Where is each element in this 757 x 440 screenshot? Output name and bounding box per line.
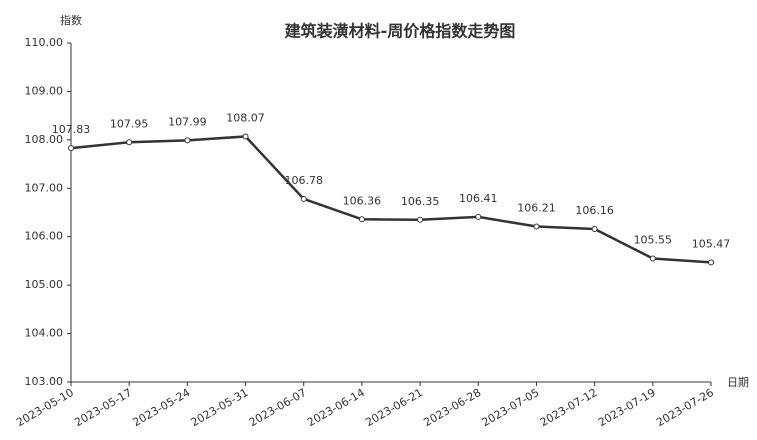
point [708, 259, 714, 266]
x-tick-label: 2023-05-31 [189, 386, 251, 429]
x-tick-label: 2023-06-14 [305, 386, 367, 429]
data-label: 107.99 [168, 115, 207, 128]
y-axis-label: 指数 [60, 13, 82, 27]
point [649, 255, 656, 262]
point [184, 137, 191, 144]
x-tick-label: 2023-07-19 [596, 386, 658, 429]
x-tick-label: 2023-06-21 [363, 386, 425, 429]
x-tick-label: 2023-06-28 [421, 386, 483, 429]
point [533, 223, 540, 230]
x-axis-label: 日期 [727, 376, 749, 389]
x-tick-label: 2023-07-05 [480, 386, 542, 429]
point [358, 216, 365, 223]
y-tick-label: 110.00 [25, 36, 64, 49]
data-label: 106.16 [575, 204, 614, 217]
data-label: 106.78 [284, 174, 323, 187]
y-tick-label: 107.00 [25, 181, 64, 194]
y-tick-label: 103.00 [25, 375, 64, 388]
x-tick-label: 2023-05-10 [14, 386, 76, 429]
data-label: 106.35 [401, 195, 440, 208]
data-label: 107.95 [110, 117, 149, 130]
data-label: 105.47 [692, 237, 731, 250]
point [417, 216, 424, 223]
data-label: 107.83 [52, 123, 91, 136]
line-series [70, 135, 712, 264]
data-label: 106.36 [343, 194, 382, 207]
data-label: 108.07 [226, 111, 265, 124]
y-tick-label: 105.00 [25, 278, 64, 291]
point [475, 213, 482, 220]
x-tick-label: 2023-07-12 [538, 386, 600, 429]
x-tick-label: 2023-07-26 [654, 386, 716, 429]
point [68, 145, 74, 152]
x-tick-label: 2023-05-17 [72, 386, 134, 429]
point [591, 225, 598, 232]
data-label: 106.41 [459, 192, 498, 205]
point [300, 195, 307, 202]
y-tick-label: 109.00 [25, 84, 64, 97]
point [126, 139, 133, 146]
x-tick-label: 2023-05-24 [130, 386, 192, 429]
point [242, 133, 249, 140]
data-label: 105.55 [634, 234, 673, 247]
y-tick-label: 104.00 [25, 327, 64, 340]
data-label: 106.21 [517, 202, 556, 215]
x-tick-label: 2023-06-07 [247, 386, 309, 429]
y-tick-label: 108.00 [25, 133, 64, 146]
chart-title: 建筑装潢材料-周价格指数走势图 [285, 22, 516, 41]
y-tick-label: 106.00 [25, 230, 64, 243]
